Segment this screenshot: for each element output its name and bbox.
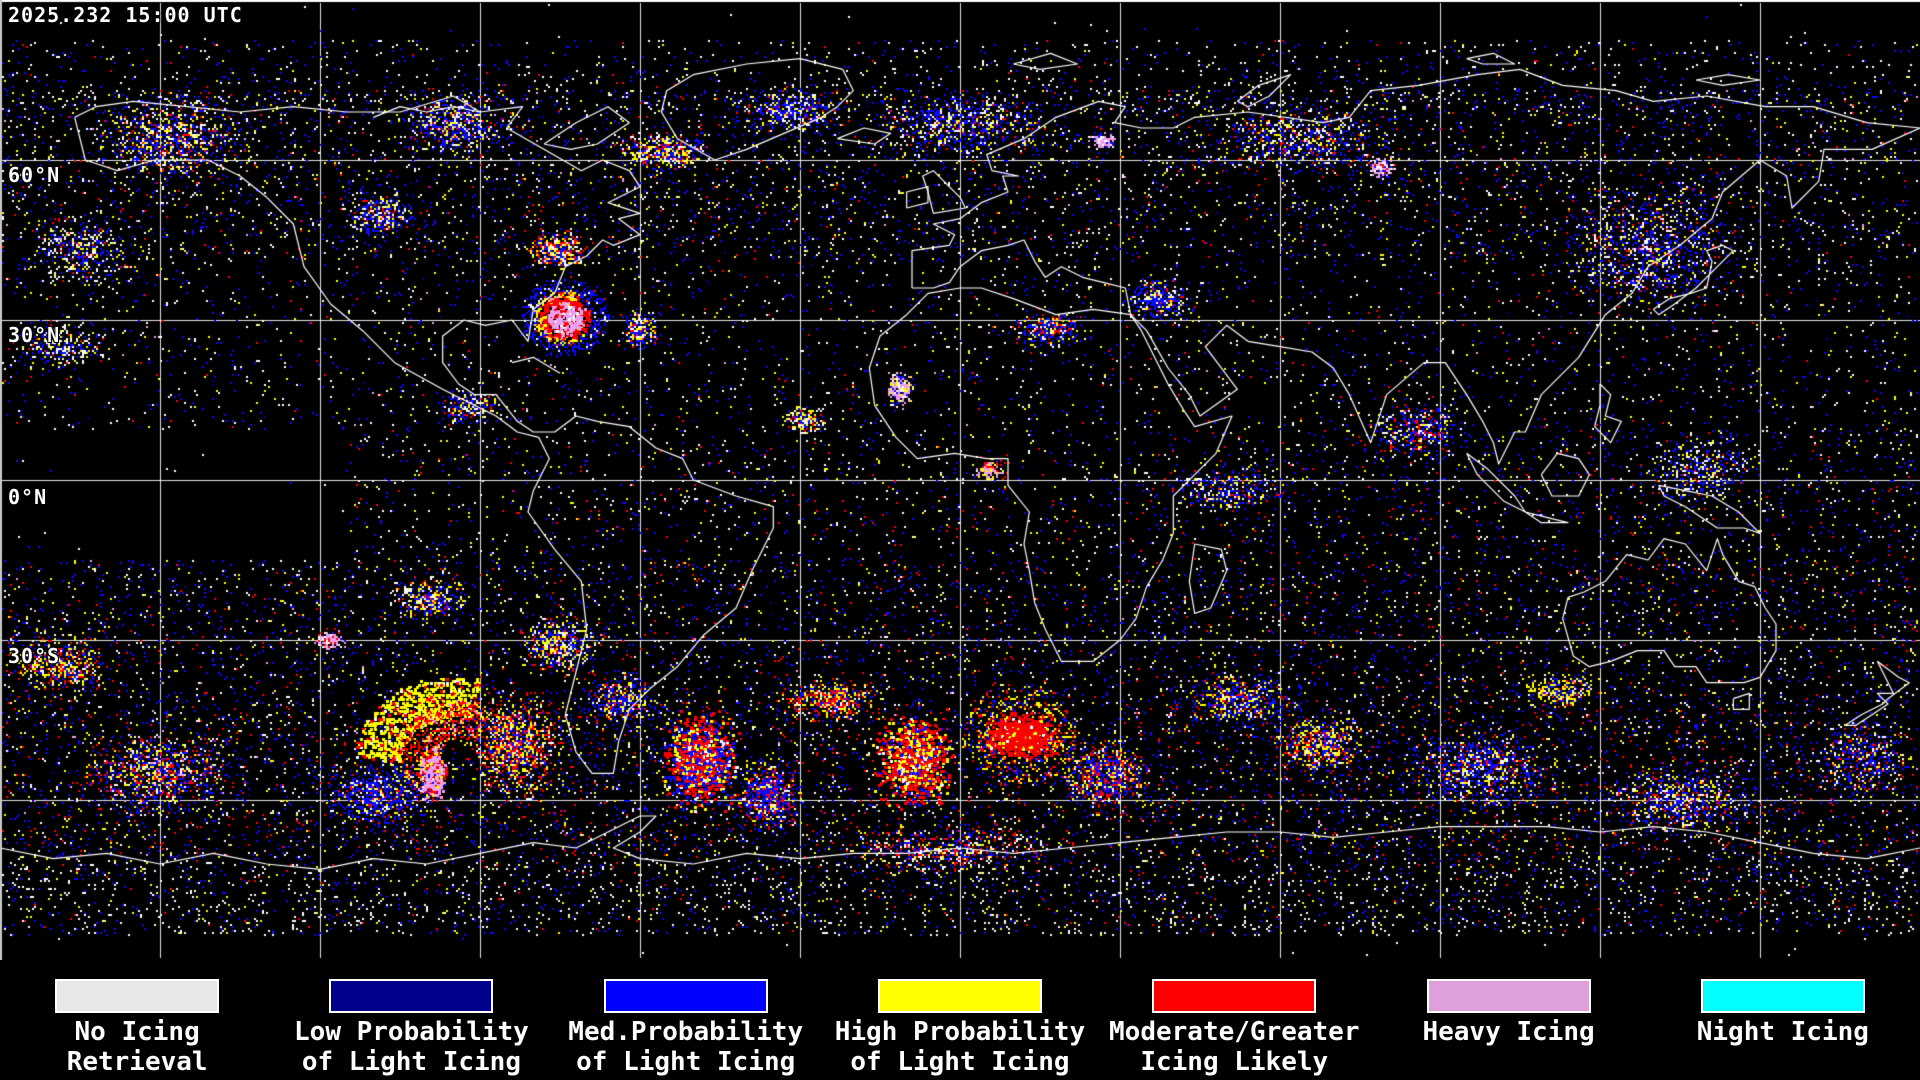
lat-label: 30°S bbox=[8, 644, 61, 668]
legend-item-label: High Probability of Light Icing bbox=[834, 1017, 1086, 1077]
legend-color-swatch bbox=[1700, 979, 1865, 1013]
timestamp: 2025.232 15:00 UTC bbox=[8, 3, 243, 27]
legend-item-label: Moderate/Greater Icing Likely bbox=[1109, 1017, 1360, 1077]
legend-item-label: Night Icing bbox=[1696, 1017, 1869, 1047]
legend-item: Med.Probability of Light Icing bbox=[549, 960, 823, 1080]
lat-label: 0°N bbox=[8, 485, 48, 509]
legend-item-label: Med.Probability of Light Icing bbox=[568, 1017, 804, 1077]
lat-label: 60°N bbox=[8, 163, 61, 187]
legend-item-label: No Icing Retrieval bbox=[66, 1017, 208, 1077]
lat-label: 30°N bbox=[8, 323, 61, 347]
legend-color-swatch bbox=[877, 979, 1042, 1013]
legend-item: Night Icing bbox=[1646, 960, 1920, 1080]
legend-color-swatch bbox=[329, 979, 494, 1013]
legend-item: Heavy Icing bbox=[1371, 960, 1645, 1080]
legend-color-swatch bbox=[1152, 979, 1317, 1013]
legend-item: Low Probability of Light Icing bbox=[274, 960, 548, 1080]
legend-item: High Probability of Light Icing bbox=[823, 960, 1097, 1080]
legend-item-label: Heavy Icing bbox=[1422, 1017, 1595, 1047]
legend-color-swatch bbox=[55, 979, 220, 1013]
legend-item: Moderate/Greater Icing Likely bbox=[1097, 960, 1371, 1080]
legend-color-swatch bbox=[603, 979, 768, 1013]
legend-color-swatch bbox=[1426, 979, 1591, 1013]
legend-item: No Icing Retrieval bbox=[0, 960, 274, 1080]
legend-bar: No Icing Retrieval Low Probability of Li… bbox=[0, 960, 1920, 1080]
legend-item-label: Low Probability of Light Icing bbox=[294, 1017, 529, 1077]
global-icing-map-canvas bbox=[0, 0, 1920, 960]
